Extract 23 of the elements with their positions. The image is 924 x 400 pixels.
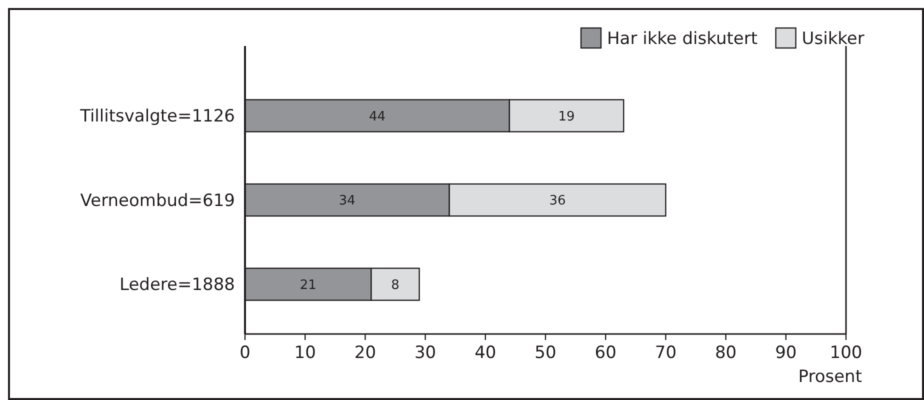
x-tick-label: 40 bbox=[474, 343, 496, 363]
x-axis-title: Prosent bbox=[798, 367, 862, 387]
x-tick-label: 10 bbox=[294, 343, 316, 363]
x-tick-label: 30 bbox=[414, 343, 436, 363]
x-tick-label: 20 bbox=[354, 343, 376, 363]
data-label: 8 bbox=[391, 278, 400, 293]
x-tick-label: 70 bbox=[654, 343, 677, 363]
x-tick-label: 80 bbox=[714, 343, 737, 363]
data-label: 36 bbox=[549, 194, 566, 209]
data-label: 21 bbox=[300, 278, 316, 293]
y-tick-label: Ledere=1888 bbox=[120, 275, 235, 296]
data-label: 34 bbox=[338, 194, 356, 209]
legend-label: Har ikke diskutert bbox=[607, 28, 758, 49]
y-tick-label: Verneombud=619 bbox=[80, 190, 235, 211]
x-tick-label: 0 bbox=[240, 343, 250, 363]
legend-label: Usikker bbox=[802, 28, 864, 49]
data-label: 44 bbox=[368, 109, 386, 124]
x-tick-label: 50 bbox=[534, 343, 556, 363]
y-tick-label: Tillitsvalgte=1126 bbox=[79, 106, 235, 127]
x-tick-label: 60 bbox=[594, 343, 616, 363]
x-tick-label: 90 bbox=[775, 343, 797, 363]
data-label: 19 bbox=[558, 109, 575, 124]
x-tick-label: 100 bbox=[830, 343, 862, 363]
